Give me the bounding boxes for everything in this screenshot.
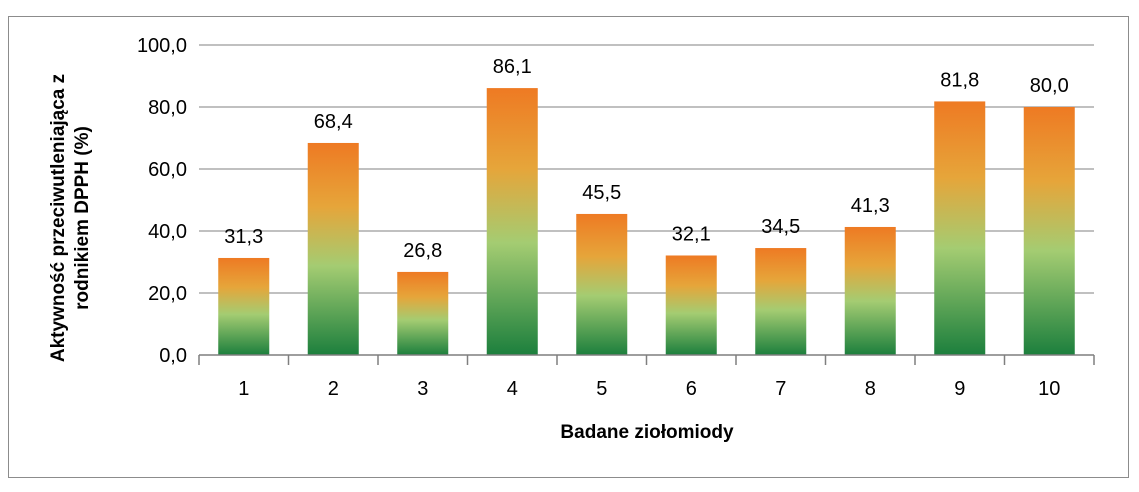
y-tick-label: 100,0 xyxy=(137,35,187,57)
x-tick-label: 6 xyxy=(686,378,697,400)
data-label: 26,8 xyxy=(403,240,442,262)
data-label: 81,8 xyxy=(940,69,979,91)
bar xyxy=(576,213,628,355)
bar xyxy=(486,88,538,355)
x-axis-title: Badane ziołomiody xyxy=(560,422,734,443)
data-label: 41,3 xyxy=(851,195,890,217)
bar xyxy=(934,101,986,355)
x-tick-labels: 1 2 3 4 5 6 7 8 9 10 xyxy=(238,378,1060,400)
x-tick-label: 7 xyxy=(775,378,786,400)
bar xyxy=(307,142,359,355)
bars xyxy=(218,88,1075,355)
bar xyxy=(665,255,717,355)
y-axis-title-line-2: rodnikiem DPPH (%) xyxy=(72,126,93,310)
bar xyxy=(397,271,449,355)
bar xyxy=(1023,107,1075,355)
x-tick-label: 4 xyxy=(507,378,518,400)
x-tick-label: 3 xyxy=(417,378,428,400)
y-tick-label: 40,0 xyxy=(148,221,187,243)
data-label: 68,4 xyxy=(314,111,353,133)
y-tick-label: 80,0 xyxy=(148,97,187,119)
y-tick-label: 60,0 xyxy=(148,159,187,181)
x-tick-label: 5 xyxy=(596,378,607,400)
x-tick-label: 2 xyxy=(328,378,339,400)
data-label: 34,5 xyxy=(761,216,800,238)
x-tick-label: 8 xyxy=(865,378,876,400)
data-label: 32,1 xyxy=(672,223,711,245)
data-label: 45,5 xyxy=(582,182,621,204)
x-tick-label: 10 xyxy=(1038,378,1060,400)
bar xyxy=(844,226,896,355)
x-tick-label: 9 xyxy=(954,378,965,400)
y-tick-labels: 0,0 20,0 40,0 60,0 80,0 100,0 xyxy=(137,35,187,367)
data-labels: 31,3 68,4 26,8 86,1 45,5 32,1 34,5 41,3 81,8 80,0 xyxy=(224,56,1068,262)
bar xyxy=(755,248,807,355)
data-label: 80,0 xyxy=(1030,75,1069,97)
y-axis-title-line-1: Aktywność przeciwutleniająca z xyxy=(48,74,69,362)
y-axis-title: Aktywność przeciwutleniająca z rodnikiem… xyxy=(48,74,93,362)
bar xyxy=(218,257,270,355)
data-label: 31,3 xyxy=(224,226,263,248)
data-label: 86,1 xyxy=(493,56,532,78)
axes xyxy=(198,354,1095,365)
y-tick-label: 0,0 xyxy=(159,345,187,367)
x-tick-label: 1 xyxy=(238,378,249,400)
y-tick-label: 20,0 xyxy=(148,283,187,305)
